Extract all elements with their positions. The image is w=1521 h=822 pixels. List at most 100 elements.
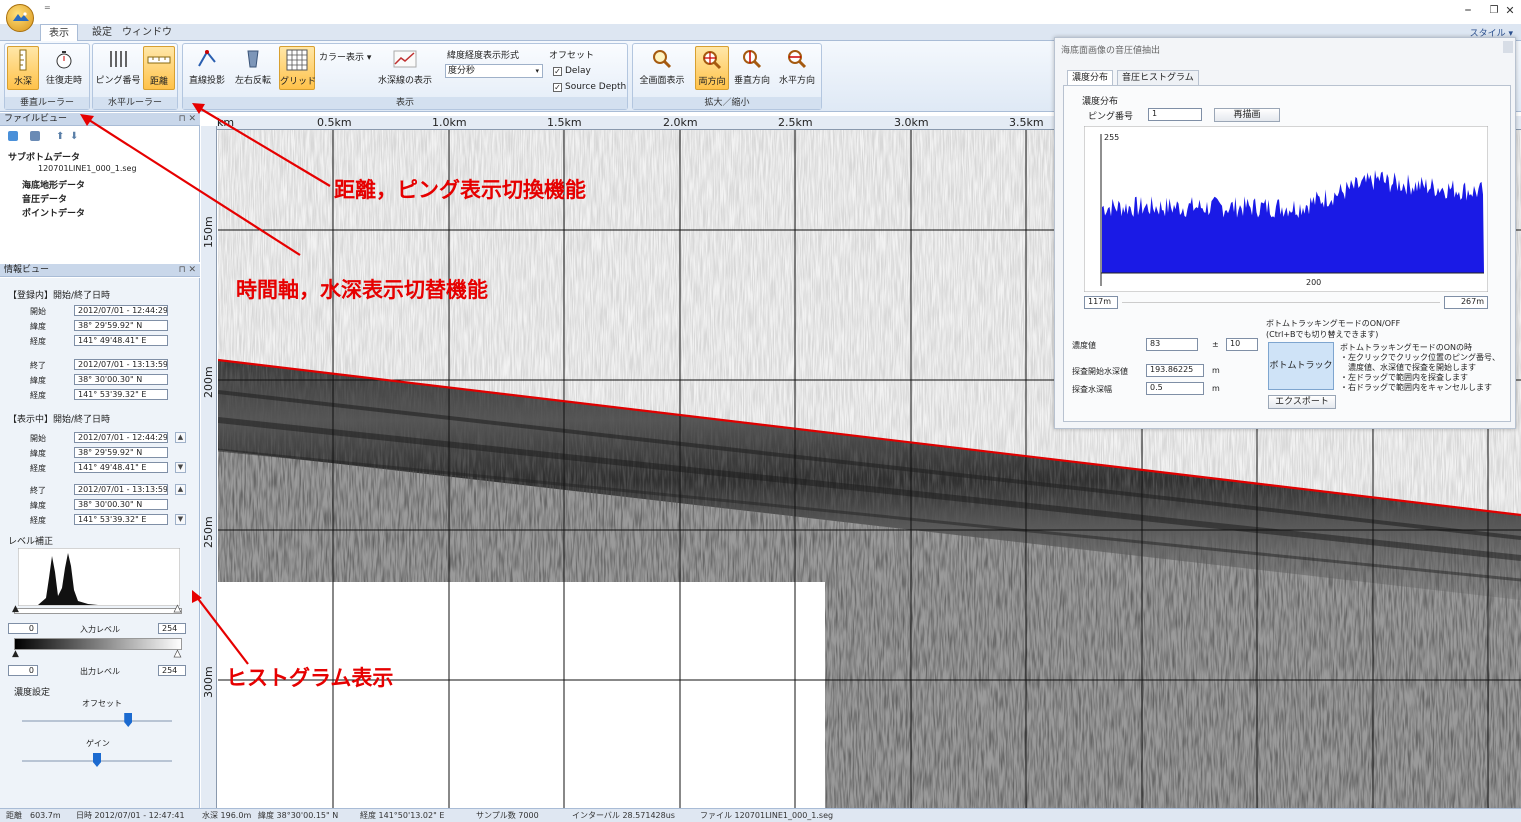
reg-start-time: 2012/07/01 - 12:44:29 (74, 305, 168, 316)
dialog-grip[interactable] (1503, 41, 1513, 53)
disp-start-down-button[interactable]: ▼ (175, 462, 186, 473)
fullscreen-button[interactable]: 全画面表示 (635, 46, 689, 90)
open-icon[interactable] (8, 131, 18, 141)
input-min-handle[interactable]: ▲ (12, 604, 19, 614)
offset-slider-track[interactable] (22, 713, 172, 727)
fileview-pin-close[interactable]: ⊓ ✕ (178, 114, 196, 124)
hist-top-label: 255 (1104, 133, 1119, 142)
redraw-button[interactable]: 再描画 (1214, 108, 1280, 122)
source-depth-checkbox[interactable]: ✓ Source Depth (553, 82, 626, 92)
density-setting-title: 濃度設定 (14, 688, 51, 698)
tree-item-seg-file[interactable]: 120701LINE1_000_1.seg (38, 164, 137, 173)
zoom-horizontal-label: 水平方向 (778, 76, 815, 86)
input-level-track[interactable] (14, 608, 182, 614)
depth-width-unit: m (1212, 384, 1220, 393)
disp-end-label: 終了 (30, 486, 46, 495)
latlon-format-select[interactable]: 度分秒 ▾ (445, 64, 543, 78)
infoview-pin-close[interactable]: ⊓ ✕ (178, 265, 196, 275)
output-min-field[interactable]: 0 (8, 665, 38, 676)
depth-width-field[interactable]: 0.5 (1146, 382, 1204, 395)
infoview-header: 情報ビュー ⊓ ✕ (0, 264, 200, 277)
color-display-dropdown[interactable]: カラー表示 ▾ (319, 53, 372, 63)
move-down-icon[interactable]: ⬇ (70, 131, 79, 142)
offset-slider-thumb[interactable] (124, 713, 133, 727)
status-time: 日時 2012/07/01 - 12:47:41 (76, 811, 185, 820)
disp-end-up-button[interactable]: ▲ (175, 484, 186, 495)
input-max-field[interactable]: 254 (158, 623, 186, 634)
tab-display[interactable]: 表示 (40, 24, 78, 41)
delay-checkbox[interactable]: ✓ Delay (553, 66, 591, 76)
depth-button[interactable]: 水深 (7, 46, 39, 90)
output-gradient-bar (14, 638, 182, 650)
tree-item-point[interactable]: ポイントデータ (22, 209, 86, 219)
flip-horizontal-button[interactable]: 左右反転 (231, 46, 275, 90)
fileview-header: ファイルビュー ⊓ ✕ (0, 113, 200, 126)
tab-density-distribution[interactable]: 濃度分布 (1067, 70, 1114, 85)
input-level-label: 入力レベル (80, 625, 120, 634)
flip-horizontal-label: 左右反転 (234, 76, 271, 86)
help-line-2: ・左クリックでクリック位置のピング番号、 (1340, 353, 1500, 362)
ping-number-button[interactable]: ピング番号 (95, 46, 141, 90)
ping-number-field[interactable]: 1 (1148, 108, 1202, 121)
tree-item-subbottom[interactable]: サブボトムデータ (8, 153, 81, 163)
x-tick-label: 2.0km (663, 116, 698, 129)
output-max-field[interactable]: 254 (158, 665, 186, 676)
delay-check: ✓ (553, 67, 562, 76)
disp-end-down-button[interactable]: ▼ (175, 514, 186, 525)
disp-end-lon: 141° 53'39.32" E (74, 514, 168, 525)
help-line-1: ボトムトラッキングモードのONの時 (1340, 343, 1473, 352)
level-histogram (18, 548, 180, 606)
export-button[interactable]: エクスポート (1268, 395, 1336, 409)
tolerance-field[interactable]: 10 (1226, 338, 1258, 351)
move-up-icon[interactable]: ⬆ (56, 131, 65, 142)
disp-start-up-button[interactable]: ▲ (175, 432, 186, 443)
annotation-distance-ping: 距離，ピング表示切換機能 (334, 178, 586, 202)
distance-button[interactable]: 距離 (143, 46, 175, 90)
input-max-handle[interactable]: ▲ (174, 604, 182, 615)
zoom-horizontal-button[interactable]: 水平方向 (775, 46, 819, 90)
tree-item-bathymetry[interactable]: 海底地形データ (22, 181, 86, 191)
help-line-5: ・右ドラッグで範囲内をキャンセルします (1340, 383, 1492, 392)
folder-icon[interactable] (30, 131, 40, 141)
range-max-field[interactable]: 267m (1444, 296, 1488, 309)
x-tick-label: 1.5km (547, 116, 582, 129)
close-button[interactable]: ✕ (1505, 4, 1515, 17)
tab-window[interactable]: ウィンドウ (122, 27, 172, 38)
grid-label: グリッド (280, 77, 317, 87)
offset-slider-label: オフセット (82, 699, 122, 708)
source-depth-check: ✓ (553, 83, 562, 92)
zoom-both-button[interactable]: 両方向 (695, 46, 729, 90)
density-histogram-chart: 255 200 (1084, 126, 1488, 292)
gain-slider-track[interactable] (22, 753, 172, 767)
mode-subtitle: (Ctrl+Bでも切り替えできます) (1266, 330, 1379, 339)
quick-access-toolbar[interactable]: = (44, 3, 51, 12)
density-value-field[interactable]: 83 (1146, 338, 1198, 351)
tab-settings[interactable]: 設定 (92, 27, 112, 38)
linear-projection-button[interactable]: 直線投影 (185, 46, 229, 90)
ribbon-tab-row: 表示 設定 ウィンドウ スタイル ▾ (0, 24, 1521, 41)
round-trip-time-label: 往復走時 (45, 76, 82, 86)
round-trip-time-button[interactable]: 往復走時 (41, 46, 87, 90)
minimize-button[interactable]: – (1464, 2, 1472, 18)
start-depth-field[interactable]: 193.86225 (1146, 364, 1204, 377)
style-menu[interactable]: スタイル ▾ (1469, 29, 1513, 39)
tab-pressure-histogram[interactable]: 音圧ヒストグラム (1117, 70, 1199, 85)
range-min-field[interactable]: 117m (1084, 296, 1118, 309)
application-menu-button[interactable] (6, 4, 34, 32)
zoom-vertical-button[interactable]: 垂直方向 (731, 46, 773, 90)
bottom-track-toggle[interactable]: ボトムトラック (1268, 342, 1334, 390)
latlon-format-title: 緯度経度表示形式 (447, 51, 520, 61)
grid-button[interactable]: グリッド (279, 46, 317, 90)
water-depth-line-button[interactable]: 水深線の表示 (373, 46, 437, 90)
ping-number-label: ピング番号 (95, 76, 141, 86)
restore-button[interactable]: ❐ (1489, 5, 1499, 16)
x-tick-label: 2.5km (778, 116, 813, 129)
sonar-profile-view[interactable] (218, 130, 1521, 808)
horizontal-ruler-group: ピング番号 距離 水平ルーラー (92, 43, 178, 110)
output-max-handle[interactable]: ▲ (174, 649, 182, 660)
gain-slider-thumb[interactable] (93, 753, 101, 767)
sound-pressure-extraction-dialog: 海底面画像の音圧値抽出 濃度分布 音圧ヒストグラム 濃度分布 ピング番号 1 再… (1054, 37, 1516, 429)
input-min-field[interactable]: 0 (8, 623, 38, 634)
output-min-handle[interactable]: ▲ (12, 649, 19, 659)
tree-item-sound-pressure[interactable]: 音圧データ (22, 195, 68, 205)
